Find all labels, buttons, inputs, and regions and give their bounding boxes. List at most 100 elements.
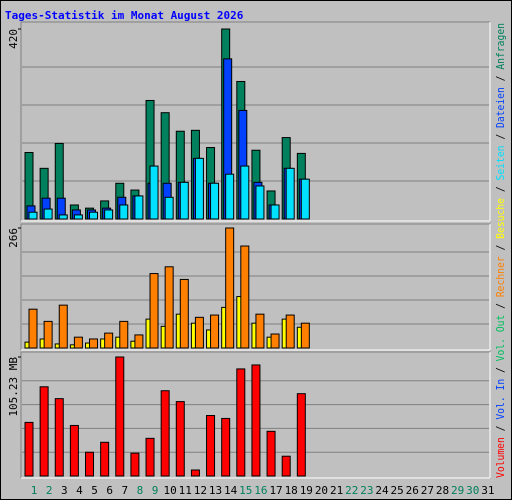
- legend-separator: /: [494, 361, 507, 379]
- bar: [160, 390, 170, 477]
- bar: [134, 334, 144, 349]
- x-tick-label: 7: [121, 484, 128, 497]
- bar: [134, 195, 144, 220]
- bar: [28, 308, 38, 349]
- bar: [210, 182, 220, 220]
- bar: [115, 356, 125, 477]
- x-tick-label: 11: [179, 484, 192, 497]
- bar: [119, 320, 129, 349]
- bar: [58, 304, 68, 349]
- x-tick-label: 28: [436, 484, 449, 497]
- bar: [240, 245, 250, 349]
- bar: [175, 401, 185, 477]
- legend-separator: /: [494, 128, 507, 146]
- legend-entry: Vol. In: [494, 379, 507, 420]
- bar: [28, 211, 38, 220]
- bar: [69, 424, 79, 477]
- bar: [149, 273, 159, 349]
- bar: [240, 165, 250, 220]
- bar: [100, 441, 110, 477]
- bar: [164, 266, 174, 349]
- bar: [119, 204, 129, 220]
- x-tick-label: 8: [137, 484, 144, 497]
- x-tick-label: 16: [254, 484, 267, 497]
- bar: [225, 173, 235, 220]
- x-tick-label: 26: [406, 484, 419, 497]
- bar: [89, 338, 99, 349]
- legend-entry: Rechner: [494, 256, 507, 297]
- bar: [281, 455, 291, 477]
- bar: [221, 417, 231, 477]
- x-tick-label: 5: [91, 484, 98, 497]
- bar: [194, 157, 204, 220]
- x-tick-label: 31: [481, 484, 494, 497]
- bar: [104, 209, 114, 220]
- bar: [194, 316, 204, 349]
- y-tick-label: 420: [7, 29, 20, 49]
- chart-title: Tages-Statistik im Monat August 2026: [5, 9, 244, 22]
- x-tick-label: 25: [390, 484, 403, 497]
- x-tick-label: 23: [360, 484, 373, 497]
- bar: [266, 430, 276, 477]
- bar: [255, 185, 265, 220]
- x-tick-label: 29: [451, 484, 464, 497]
- bar: [24, 421, 34, 477]
- bar: [39, 386, 49, 477]
- bar: [145, 437, 155, 477]
- x-tick-label: 14: [224, 484, 238, 497]
- bar: [58, 214, 68, 220]
- y-tick-label: 105.23 MB: [7, 357, 20, 417]
- bar: [164, 196, 174, 220]
- x-tick-label: 3: [61, 484, 68, 497]
- legend-entry: Dateien: [494, 87, 507, 128]
- bar: [104, 332, 114, 349]
- bar: [255, 313, 265, 349]
- bar: [225, 227, 235, 349]
- bar: [251, 364, 261, 477]
- bar: [43, 208, 53, 220]
- x-tick-label: 30: [466, 484, 479, 497]
- y-tick-label: 266: [7, 228, 20, 248]
- bar: [43, 320, 53, 349]
- bar: [179, 278, 189, 349]
- legend-entry: Besuche: [494, 198, 507, 239]
- bar: [300, 178, 310, 220]
- legend: Volumen / Vol. In / Vol. Out / Rechner /…: [494, 23, 507, 478]
- x-tick-label: 2: [46, 484, 53, 497]
- bar: [73, 336, 83, 349]
- bar: [236, 368, 246, 477]
- x-tick-label: 18: [285, 484, 298, 497]
- legend-separator: /: [494, 420, 507, 438]
- x-tick-label: 17: [269, 484, 282, 497]
- x-tick-label: 4: [76, 484, 83, 497]
- bar: [206, 414, 216, 477]
- legend-separator: /: [494, 239, 507, 257]
- x-tick-label: 20: [315, 484, 328, 497]
- bar: [270, 204, 280, 220]
- bar: [285, 167, 295, 220]
- bar: [54, 398, 64, 477]
- x-tick-label: 1: [31, 484, 38, 497]
- legend-entry: Seiten: [494, 145, 507, 180]
- x-tick-label: 19: [300, 484, 313, 497]
- bar: [130, 452, 140, 477]
- bar: [270, 333, 280, 349]
- x-tick-label: 24: [375, 484, 389, 497]
- legend-entry: Volumen: [494, 437, 507, 478]
- x-tick-label: 10: [164, 484, 177, 497]
- bar: [210, 314, 220, 349]
- x-tick-label: 12: [194, 484, 207, 497]
- legend-separator: /: [494, 297, 507, 315]
- bar: [296, 393, 306, 477]
- x-tick-label: 13: [209, 484, 222, 497]
- x-tick-label: 21: [330, 484, 343, 497]
- bar: [285, 314, 295, 349]
- x-tick-label: 9: [152, 484, 159, 497]
- x-tick-label: 27: [421, 484, 434, 497]
- x-tick-label: 22: [345, 484, 358, 497]
- bar: [179, 181, 189, 220]
- bar: [85, 451, 95, 477]
- bar: [300, 322, 310, 349]
- legend-entry: Anfragen: [494, 23, 507, 70]
- bar: [149, 165, 159, 220]
